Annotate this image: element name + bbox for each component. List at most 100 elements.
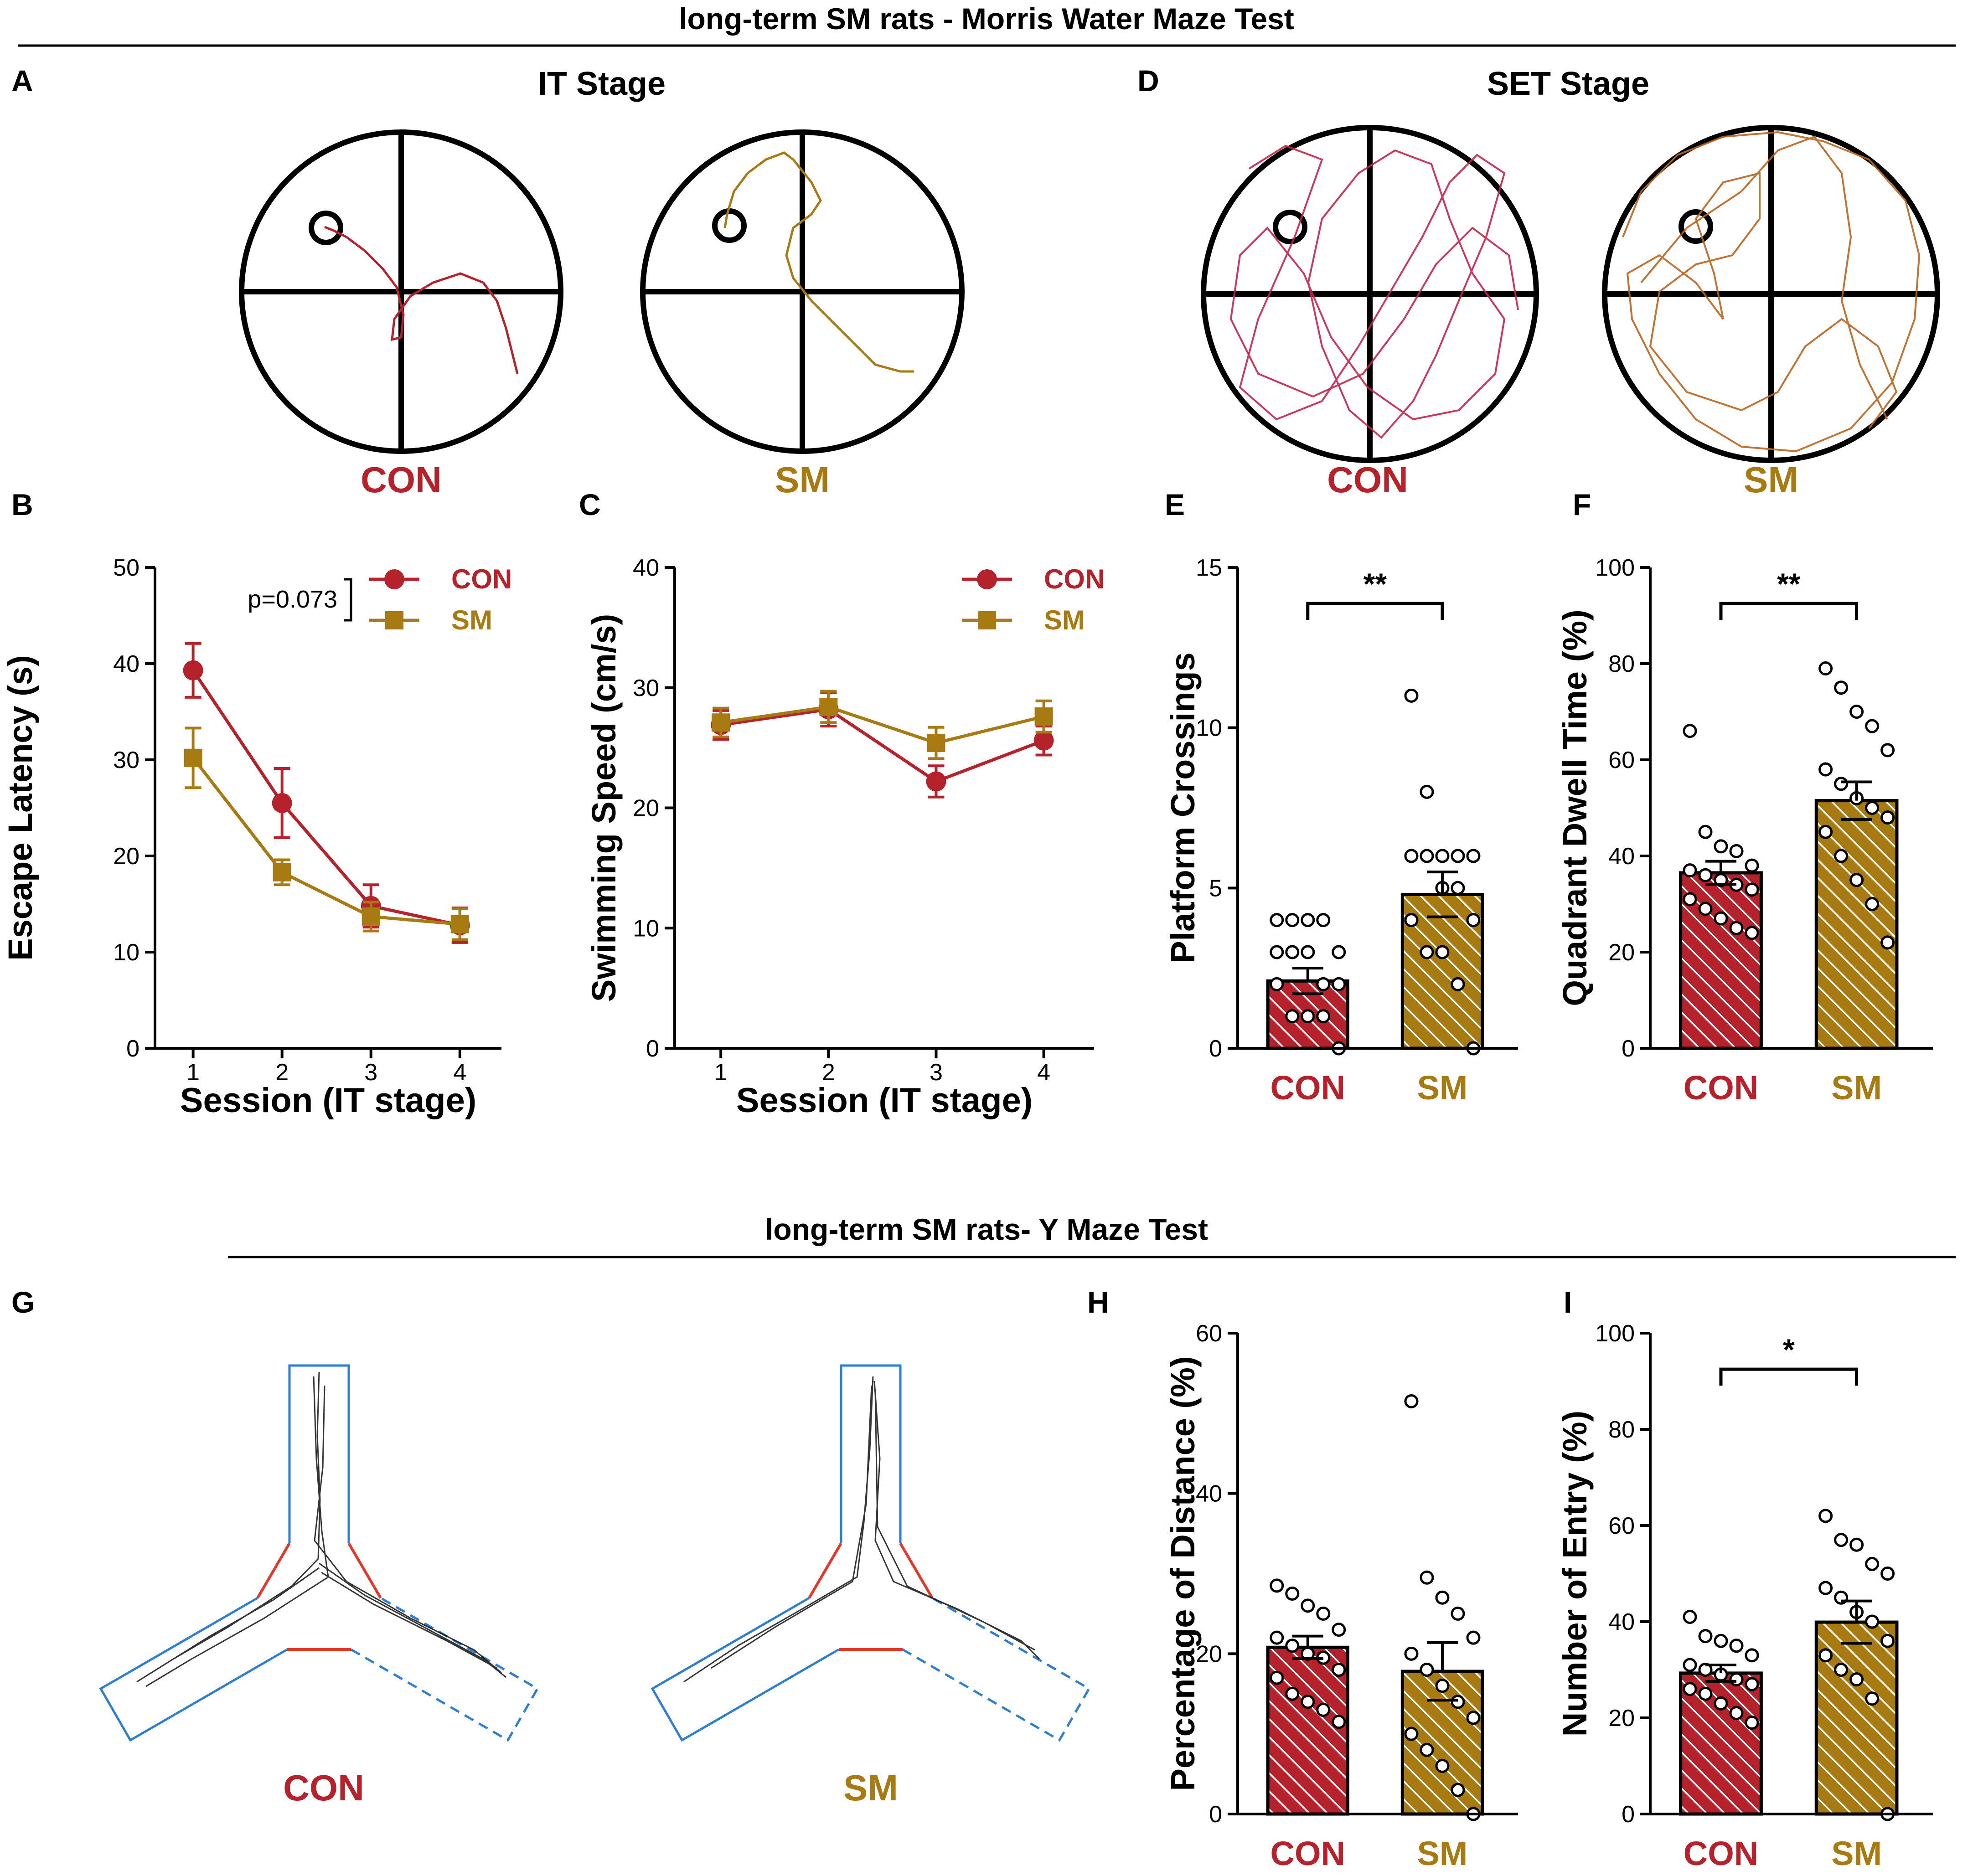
x-tick-label: 1 [186, 1059, 200, 1086]
data-point-sm [927, 734, 945, 752]
y-tick-label: 50 [113, 555, 139, 581]
y-tick-label: 0 [1622, 1036, 1635, 1062]
data-point [1834, 1663, 1849, 1677]
y-tick-label: 60 [1196, 1320, 1222, 1347]
panel-g: G CON SM [11, 1285, 1091, 1808]
data-point [1729, 921, 1744, 935]
y-axis-label: Escape Latency (s) [1, 655, 39, 960]
pool-it-sm [640, 129, 965, 454]
swim-track [1229, 144, 1519, 439]
x-category-label-sm: SM [1417, 1835, 1467, 1872]
data-point [1865, 897, 1880, 911]
y-tick-label: 40 [1608, 843, 1635, 870]
data-point [1451, 977, 1465, 991]
ymaze-sm-label: SM [843, 1768, 898, 1808]
data-point [1865, 1691, 1880, 1706]
data-point [1420, 945, 1434, 959]
y-tick-label: 40 [633, 555, 659, 581]
data-point [1404, 1727, 1419, 1741]
platform-circle [1679, 209, 1713, 244]
x-axis-label: Session (IT stage) [736, 1081, 1033, 1120]
data-point [1698, 1686, 1713, 1701]
y-tick-label: 20 [1608, 939, 1635, 966]
data-point [1285, 1686, 1300, 1701]
y-tick-label: 20 [113, 843, 139, 870]
x-tick-label: 4 [453, 1059, 466, 1086]
data-point [1880, 1634, 1895, 1648]
y-tick-label: 5 [1209, 875, 1222, 902]
data-point [1698, 1629, 1713, 1644]
data-point-con [183, 660, 203, 680]
data-point [1285, 913, 1300, 928]
x-tick-label: 3 [364, 1059, 377, 1086]
panel-letter-c: C [579, 488, 601, 521]
data-point [1285, 1639, 1300, 1653]
panel-letter-d: D [1137, 64, 1159, 98]
y-tick-label: 0 [646, 1036, 659, 1062]
y-axis-label: Swimming Speed (cm/s) [585, 614, 623, 1002]
platform-circle [712, 208, 747, 243]
data-point [1332, 1663, 1346, 1677]
data-point [1332, 945, 1346, 959]
p-value-annotation: p=0.073 [248, 586, 337, 613]
data-point [1818, 1648, 1833, 1663]
data-point [1849, 705, 1864, 719]
data-point [1714, 839, 1728, 854]
significance-marker: ** [1777, 567, 1801, 601]
data-point [1451, 1695, 1465, 1709]
data-point [1404, 849, 1419, 863]
data-point-sm [273, 863, 291, 881]
significance-bracket [1719, 602, 1859, 620]
y-tick-label: 10 [633, 915, 659, 942]
data-point [1818, 1581, 1833, 1595]
data-point [1745, 1648, 1759, 1663]
data-point [1880, 810, 1895, 825]
panel-d-title: SET Stage [1487, 66, 1649, 102]
data-point [1420, 1742, 1434, 1757]
data-point [1698, 902, 1713, 916]
data-point [1818, 762, 1833, 777]
data-point [1451, 1606, 1465, 1621]
series-line-con [191, 669, 460, 927]
data-point [1729, 1639, 1744, 1653]
data-point [1420, 849, 1434, 863]
y-tick-label: 100 [1595, 555, 1635, 581]
ymaze-arm-left [651, 1597, 840, 1742]
data-point [1404, 1394, 1419, 1408]
panel-d: D SET Stage CON SM [1137, 64, 1940, 500]
x-tick-label: 3 [930, 1059, 943, 1086]
data-point [1818, 1509, 1833, 1523]
pool-it-con [239, 129, 563, 454]
data-point [1849, 1672, 1864, 1687]
data-point [1285, 945, 1300, 959]
data-point [1865, 801, 1880, 815]
data-point [1729, 1672, 1744, 1687]
ymaze-section-title: long-term SM rats- Y Maze Test [765, 1212, 1208, 1246]
data-point [1849, 873, 1864, 887]
legend-marker [978, 611, 996, 629]
swim-track [324, 226, 519, 374]
panel-letter-f: F [1573, 488, 1591, 521]
x-category-label-con: CON [1271, 1069, 1345, 1107]
data-point [1435, 1679, 1450, 1693]
data-point [1316, 1009, 1331, 1024]
y-tick-label: 15 [1196, 555, 1222, 581]
series-line-sm [191, 757, 460, 926]
ymaze-arm-top [840, 1364, 902, 1543]
data-point [1270, 913, 1284, 928]
data-point [1683, 1682, 1697, 1696]
data-point [1451, 849, 1465, 863]
x-tick-label: 4 [1037, 1059, 1050, 1086]
y-tick-label: 60 [1608, 1513, 1635, 1539]
data-point [1435, 849, 1450, 863]
data-point [1316, 913, 1331, 928]
legend-marker [384, 569, 404, 589]
panel-letter-a: A [11, 64, 33, 98]
data-point [1404, 688, 1419, 703]
x-category-label-sm: SM [1831, 1835, 1882, 1872]
data-point [1435, 945, 1450, 959]
data-point [1834, 1533, 1849, 1547]
y-tick-label: 30 [113, 747, 139, 773]
panel-a-title: IT Stage [538, 66, 666, 102]
y-axis-label: Platform Crossings [1164, 652, 1202, 964]
